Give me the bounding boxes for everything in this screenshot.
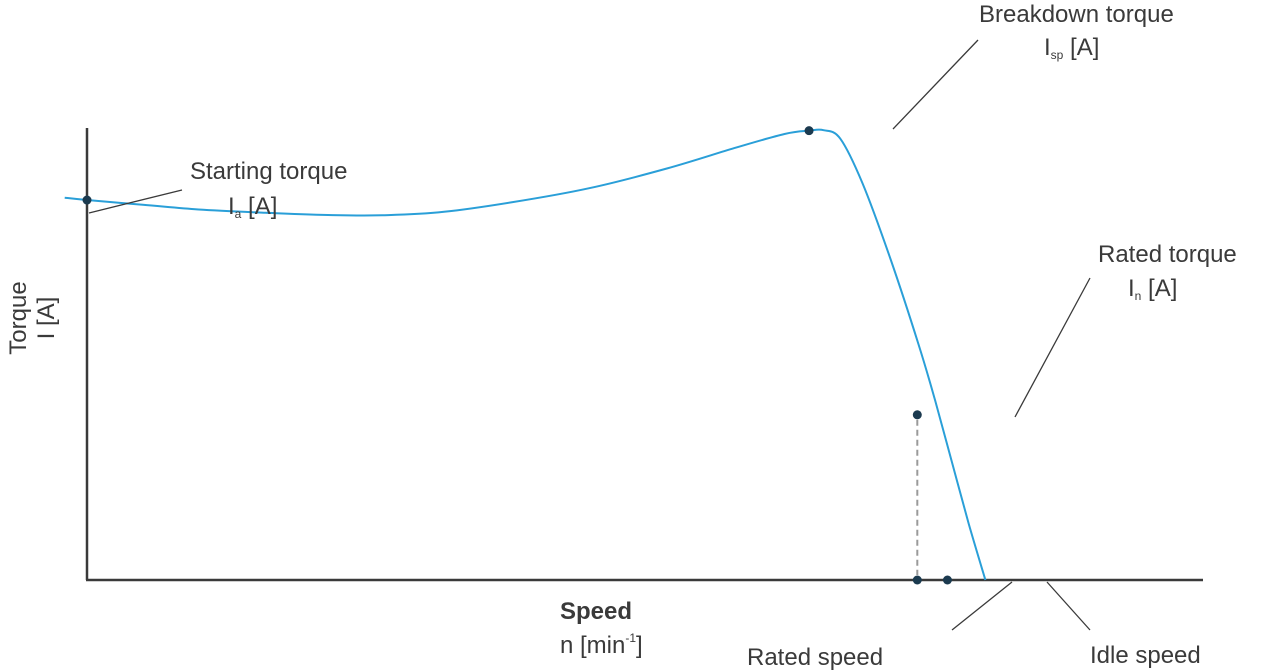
leader-idle-speed [1046,581,1091,631]
leader-breakdown [892,39,979,130]
starting-torque-label: Starting torque [190,158,347,185]
rated-torque-label: Rated torque [1098,241,1237,268]
breakdown-torque-symbol: Isp [A] [1044,34,1099,62]
point-rated [912,410,922,420]
leader-starting [88,189,183,214]
point-idle-speed [942,575,952,585]
rated-torque-symbol: In [A] [1128,275,1177,303]
idle-speed-label: Idle speed [1090,642,1201,669]
breakdown-torque-label: Breakdown torque [979,1,1174,28]
rated-speed-label: Rated speed [747,644,883,671]
key-points [82,126,952,585]
y-axis-unit: I [A] [33,297,60,340]
x-axis-label: Speed [560,598,632,625]
point-breakdown [804,126,814,136]
leader-rated-speed [951,581,1013,631]
point-starting [82,195,92,205]
starting-torque-symbol: Ia [A] [228,193,277,221]
point-rated-speed [912,575,922,585]
y-axis-title: Torque I [A] [5,281,60,354]
x-axis-unit: n [min-1] [560,631,643,659]
leader-rated-torque [1014,277,1091,418]
y-axis-label: Torque [5,281,32,354]
torque-curve [64,128,987,581]
